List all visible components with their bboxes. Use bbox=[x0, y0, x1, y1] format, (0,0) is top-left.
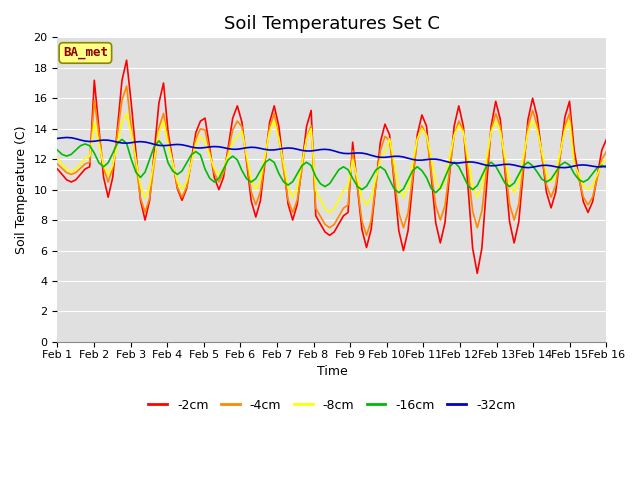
Text: BA_met: BA_met bbox=[63, 47, 108, 60]
X-axis label: Time: Time bbox=[317, 365, 348, 378]
Y-axis label: Soil Temperature (C): Soil Temperature (C) bbox=[15, 125, 28, 254]
Legend: -2cm, -4cm, -8cm, -16cm, -32cm: -2cm, -4cm, -8cm, -16cm, -32cm bbox=[143, 394, 520, 417]
Title: Soil Temperatures Set C: Soil Temperatures Set C bbox=[224, 15, 440, 33]
